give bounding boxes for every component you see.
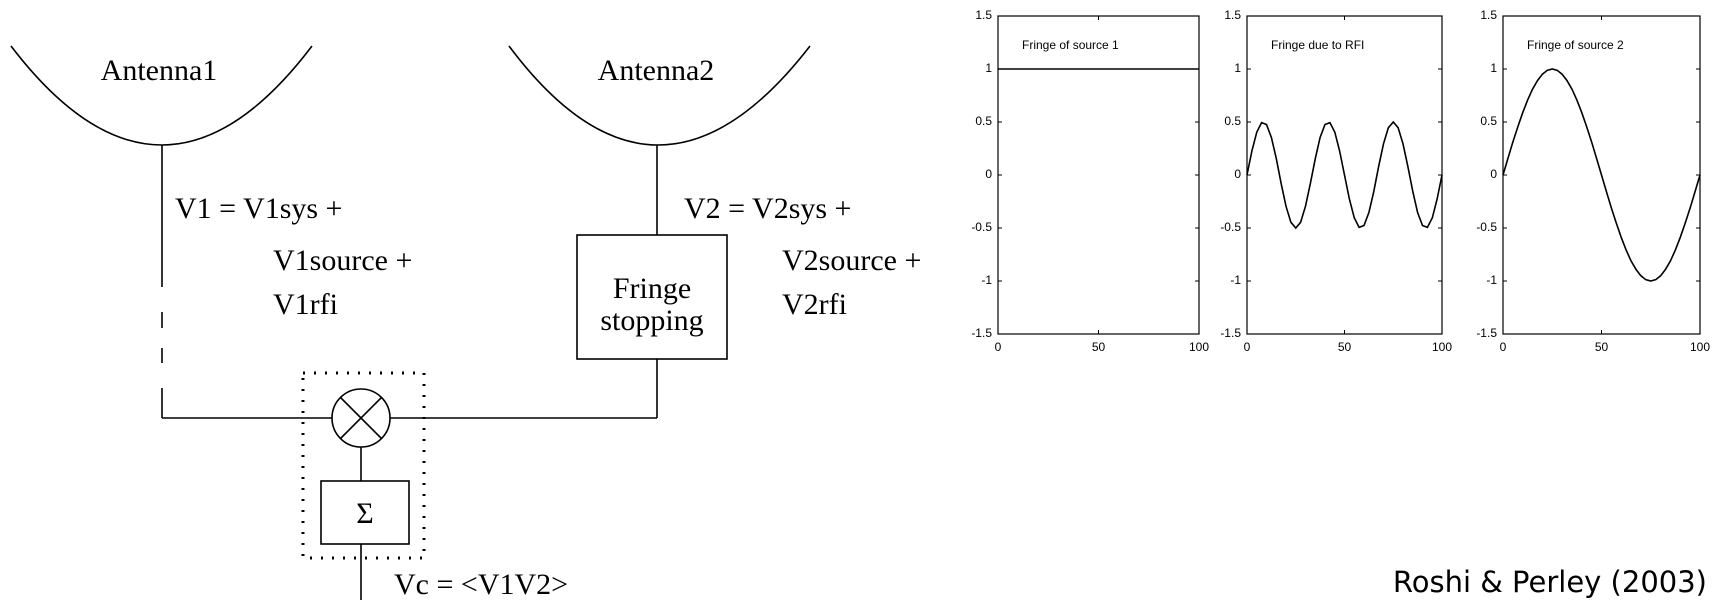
- data-line: [1246, 120, 1443, 230]
- antenna-label: Antenna2: [598, 54, 715, 87]
- x-tick-label: 0: [1244, 340, 1251, 354]
- voltage-label: V2 = V2sys +: [684, 192, 851, 225]
- x-tick-label: 100: [1432, 340, 1452, 354]
- x-tick-label: 50: [1595, 340, 1609, 354]
- y-tick-label: -1.5: [1476, 326, 1497, 340]
- y-tick-label: 1.5: [975, 8, 992, 22]
- y-tick-label: -0.5: [1476, 220, 1497, 234]
- fringe-box: [576, 234, 728, 360]
- data-line: [1502, 68, 1701, 282]
- y-tick-label: 1.5: [1224, 8, 1241, 22]
- y-tick-label: -1: [981, 273, 992, 287]
- y-tick-label: -1: [1230, 273, 1241, 287]
- y-tick-label: 0: [1234, 167, 1241, 181]
- y-tick-label: -0.5: [1220, 220, 1241, 234]
- x-tick-label: 100: [1189, 340, 1209, 354]
- voltage-label: V2rfi: [782, 288, 847, 321]
- fringe-label: stopping: [600, 304, 703, 337]
- y-tick-label: -0.5: [971, 220, 992, 234]
- voltage-label: V1source +: [273, 244, 412, 277]
- plot-frame: [997, 15, 1200, 335]
- voltage-label: V1rfi: [273, 288, 338, 321]
- antenna-dish: [508, 45, 811, 146]
- y-tick-label: -1.5: [1220, 326, 1241, 340]
- credit: Roshi & Perley (2003): [1393, 565, 1707, 599]
- sum-box: [320, 480, 410, 545]
- multiplier-cross: [339, 396, 383, 440]
- y-tick-label: 0.5: [975, 114, 992, 128]
- chart-title: Fringe of source 1: [1022, 38, 1119, 52]
- y-tick-label: -1: [1486, 273, 1497, 287]
- y-tick-label: 0: [1490, 167, 1497, 181]
- y-tick-label: 0: [985, 167, 992, 181]
- y-tick-label: 0.5: [1224, 114, 1241, 128]
- x-tick-label: 50: [1338, 340, 1352, 354]
- y-tick-label: 1.5: [1480, 8, 1497, 22]
- y-tick-label: 1: [1490, 61, 1497, 75]
- sum-label: Σ: [356, 497, 373, 530]
- y-tick-label: 1: [1234, 61, 1241, 75]
- chart-title: Fringe due to RFI: [1271, 38, 1364, 52]
- x-tick-label: 100: [1690, 340, 1710, 354]
- y-tick-label: -1.5: [971, 326, 992, 340]
- voltage-label: V1 = V1sys +: [175, 192, 342, 225]
- x-tick-label: 0: [1500, 340, 1507, 354]
- antenna-dish: [10, 45, 313, 146]
- y-tick-label: 0.5: [1480, 114, 1497, 128]
- multiplier: [331, 388, 391, 448]
- fringe-label: Fringe: [613, 272, 691, 305]
- chart-title: Fringe of source 2: [1527, 38, 1624, 52]
- output-label: Vc = <V1V2>: [394, 568, 568, 600]
- x-tick-label: 0: [995, 340, 1002, 354]
- y-tick-label: 1: [985, 61, 992, 75]
- voltage-label: V2source +: [782, 244, 921, 277]
- antenna-label: Antenna1: [101, 54, 218, 87]
- x-tick-label: 50: [1092, 340, 1106, 354]
